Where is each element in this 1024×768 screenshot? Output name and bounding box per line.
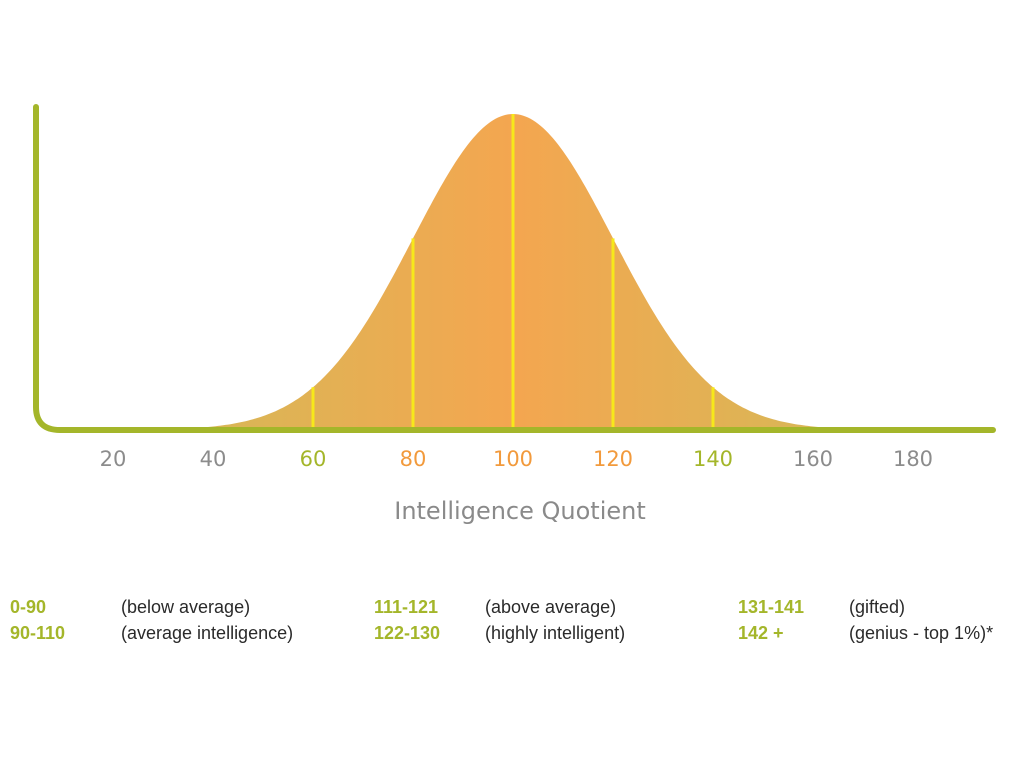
axis-line <box>33 104 996 433</box>
x-axis-label: Intelligence Quotient <box>394 497 646 525</box>
legend-range: 122-130 <box>374 623 441 643</box>
divider-lines <box>311 114 715 430</box>
x-tick-label-60: 60 <box>300 447 327 471</box>
legend-range: 131-141 <box>738 597 805 617</box>
legend-range: 90-110 <box>10 623 66 643</box>
x-tick-label-40: 40 <box>200 447 227 471</box>
legend-range: 111-121 <box>374 597 439 617</box>
legend-range: 142 + <box>738 623 784 643</box>
x-tick-label-100: 100 <box>493 447 533 471</box>
legend-description: (gifted) <box>849 597 906 617</box>
x-tick-label-140: 140 <box>693 447 733 471</box>
x-tick-labels: 20 40 60 80 100 120 140 160 180 <box>100 447 933 471</box>
legend-description: (above average) <box>485 597 617 617</box>
x-tick-label-120: 120 <box>593 447 633 471</box>
x-tick-label-160: 160 <box>793 447 833 471</box>
legend-description: (highly intelligent) <box>485 623 626 643</box>
legend-description: (below average) <box>121 597 251 617</box>
iq-bell-curve-chart: 20 40 60 80 100 120 140 160 180 Intelligence Quo… <box>33 104 996 525</box>
legend-description: (genius - top 1%)* <box>849 623 994 643</box>
x-tick-label-180: 180 <box>893 447 933 471</box>
legend-range: 0-90 <box>10 597 47 617</box>
x-tick-label-80: 80 <box>400 447 427 471</box>
bell-curve-area <box>38 114 993 430</box>
x-tick-label-20: 20 <box>100 447 127 471</box>
legend-description: (average intelligence) <box>121 623 294 643</box>
